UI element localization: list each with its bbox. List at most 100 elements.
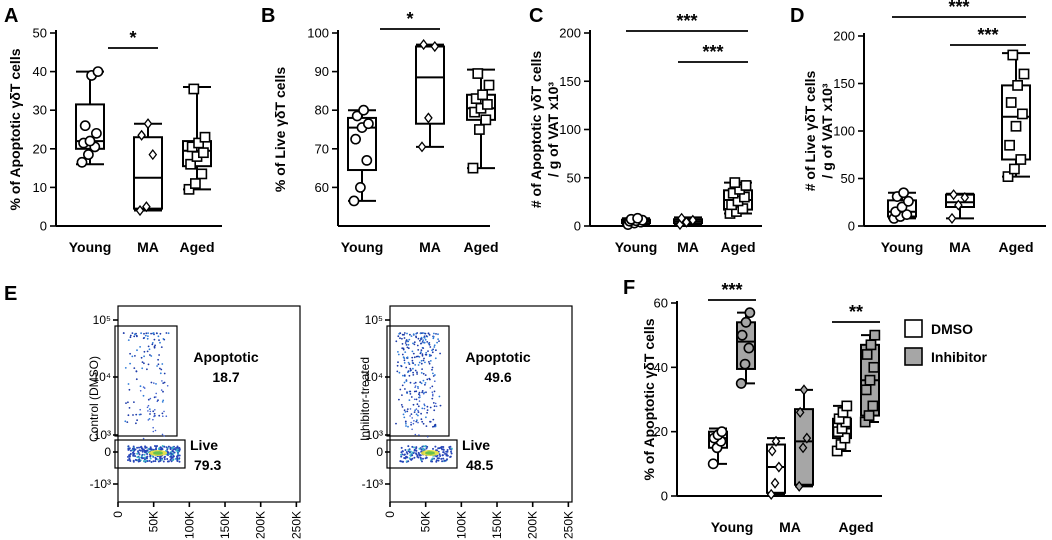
event-dot: [438, 447, 441, 450]
event-dot: [420, 372, 423, 374]
event-dot: [169, 458, 172, 461]
event-dot: [409, 390, 412, 393]
event-dot: [413, 356, 416, 359]
event-dot: [417, 411, 420, 413]
event-dot: [424, 332, 427, 335]
event-dot: [134, 355, 136, 357]
event-dot: [433, 390, 436, 393]
event-dot: [435, 349, 437, 352]
data-point: [795, 406, 805, 418]
event-dot: [428, 353, 431, 356]
event-dot: [158, 339, 160, 341]
gate-name: Live: [190, 437, 218, 453]
data-point: [766, 488, 776, 500]
event-dot: [415, 335, 417, 338]
event-dot: [132, 414, 134, 416]
data-point: [183, 183, 195, 195]
data-point: [743, 342, 755, 354]
event-dot: [163, 458, 166, 461]
event-dot: [157, 335, 160, 338]
event-dot: [418, 391, 421, 394]
data-point: [863, 410, 875, 421]
event-dot: [438, 395, 441, 398]
significance-label: ***: [721, 280, 742, 300]
panel-f: F 0 20 40 60 % of Apoptotic γδT cells Young MA A…: [623, 277, 988, 535]
event-dot: [139, 408, 141, 411]
event-dot: [129, 336, 132, 339]
event-dot: [436, 454, 439, 457]
box: [415, 45, 445, 125]
panel-c: C 0 50 100 150 200 # of Apoptotic γδT cells / g…: [528, 5, 762, 255]
event-dot: [147, 332, 150, 334]
event-dot: [424, 383, 426, 386]
event-dot: [133, 367, 136, 369]
event-dot: [416, 371, 418, 374]
y-tick-label: 0: [40, 219, 47, 234]
event-dot: [133, 452, 136, 455]
event-dot: [420, 418, 423, 421]
event-dot: [422, 359, 425, 362]
panel-label: C: [529, 5, 543, 27]
event-dot: [154, 344, 157, 347]
event-dot: [133, 335, 136, 338]
data-point: [677, 212, 686, 224]
event-dot: [401, 333, 404, 336]
event-dot: [407, 449, 410, 451]
event-dot: [159, 367, 161, 370]
event-dot: [429, 406, 432, 409]
event-dot: [132, 454, 135, 457]
event-dot: [178, 447, 181, 450]
event-dot: [421, 368, 423, 370]
event-dot: [147, 345, 150, 348]
event-dot: [395, 340, 398, 343]
event-dot: [419, 456, 422, 459]
event-dot: [409, 333, 411, 336]
event-dot: [427, 350, 429, 352]
event-dot: [139, 390, 142, 392]
data-point: [135, 205, 145, 217]
event-dot: [146, 453, 149, 455]
event-dot: [426, 341, 429, 343]
event-dot: [441, 454, 444, 457]
event-dot: [131, 332, 134, 334]
event-dot: [431, 366, 434, 369]
event-dot: [132, 445, 135, 448]
y-tick-label: 10: [33, 180, 47, 195]
event-dot: [411, 359, 414, 362]
event-dot: [417, 387, 419, 390]
y-tick-label: 100: [307, 26, 329, 41]
y-tick-label: -10³: [90, 477, 111, 491]
event-dot: [433, 405, 436, 408]
event-dot: [431, 385, 434, 388]
data-point: [740, 180, 752, 191]
event-dot: [149, 397, 152, 400]
y-tick-label: 80: [315, 103, 329, 118]
event-dot: [165, 332, 168, 334]
event-dot: [143, 350, 146, 353]
event-dot: [423, 403, 426, 406]
event-dot: [143, 387, 146, 389]
y-tick-label: 30: [33, 103, 47, 118]
event-dot: [147, 363, 150, 366]
event-dot: [413, 456, 416, 459]
event-dot: [433, 344, 436, 347]
event-dot: [143, 332, 145, 335]
event-dot: [141, 367, 144, 370]
event-dot: [401, 347, 404, 350]
event-dot: [411, 454, 414, 457]
event-dot: [418, 361, 421, 364]
event-dot: [445, 454, 448, 457]
event-dot: [412, 374, 415, 376]
event-dot: [426, 436, 429, 438]
event-dot: [138, 446, 140, 449]
y-tick-label: 60: [315, 180, 329, 195]
event-dot: [415, 449, 418, 452]
x-tick-label: 200K: [526, 511, 540, 539]
x-category-label: MA: [779, 519, 801, 535]
data-point: [1015, 154, 1027, 165]
event-dot: [405, 339, 408, 341]
event-dot: [161, 412, 164, 415]
event-dot: [446, 458, 448, 461]
event-dot: [173, 451, 176, 454]
event-dot: [432, 337, 435, 340]
